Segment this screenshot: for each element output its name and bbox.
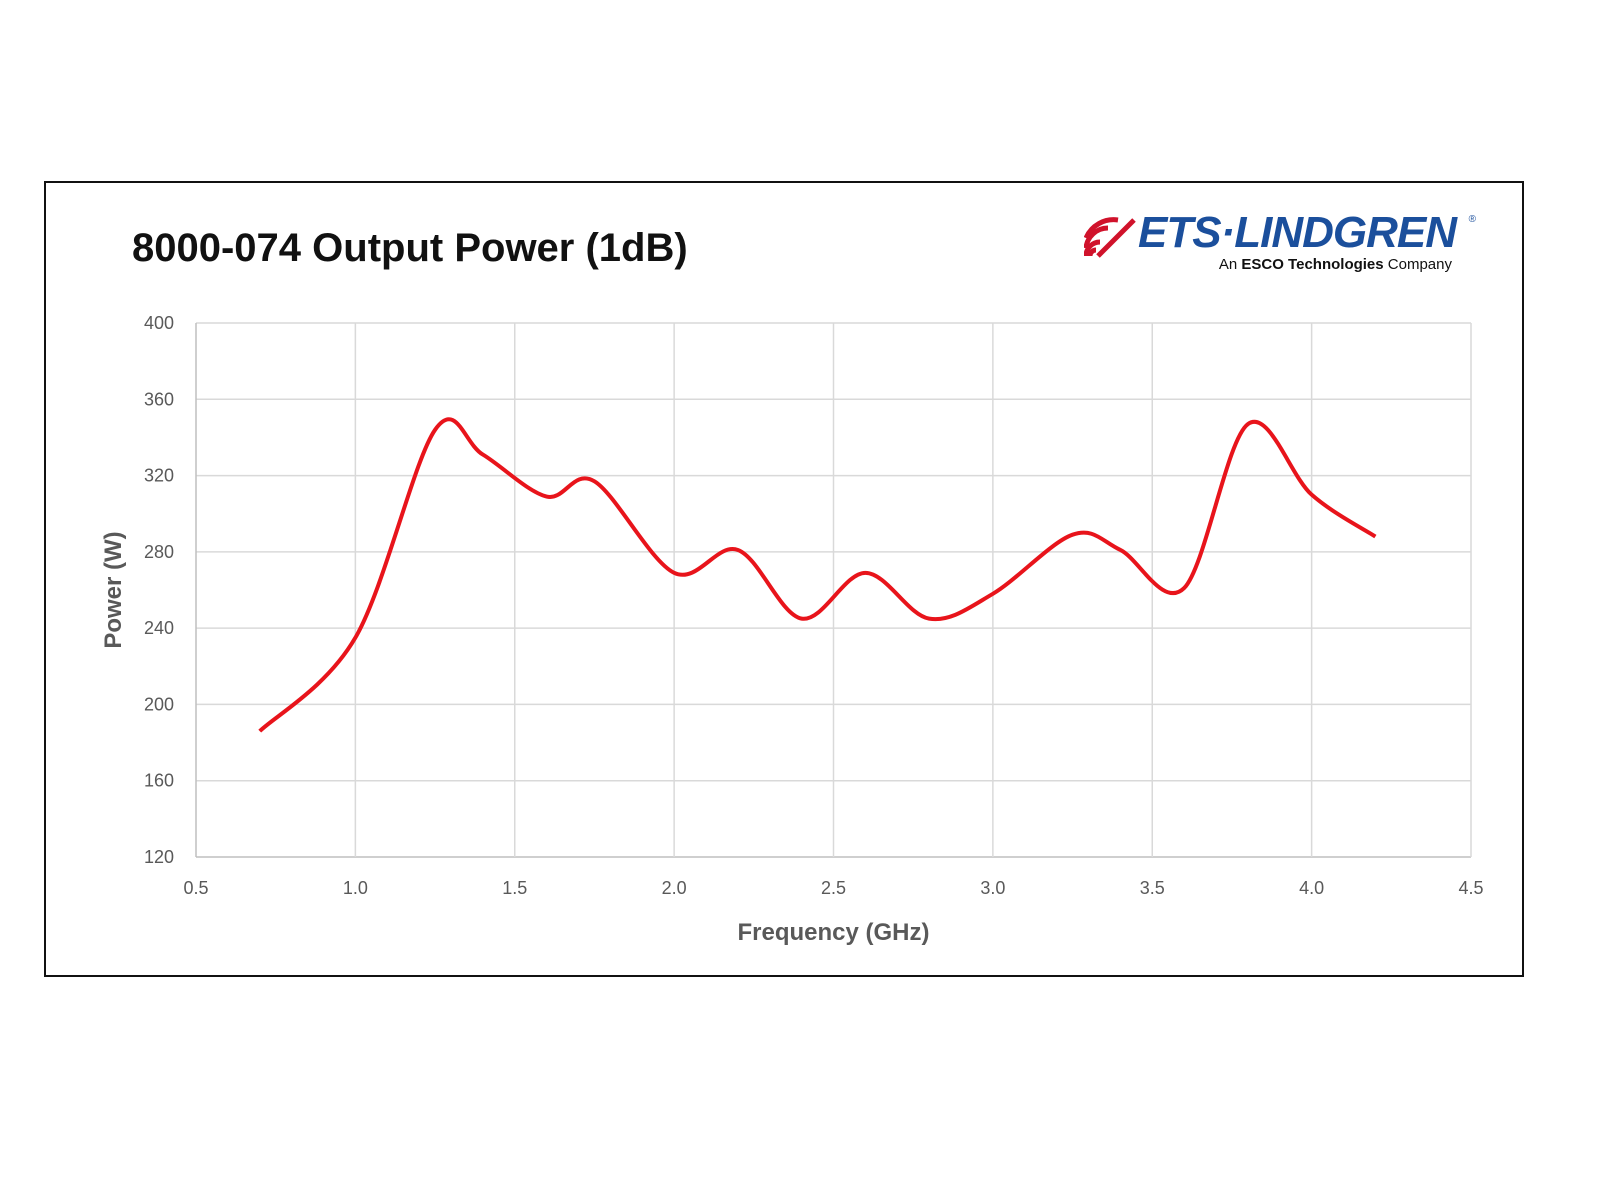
y-tick-label: 240 — [144, 618, 174, 638]
chart-frame — [44, 181, 1524, 977]
tick-labels: 120 160 200 240 280 320 360 400 0.5 1.0 1.5 2.0 2.5 3… — [144, 313, 1484, 898]
x-tick-label: 1.5 — [502, 878, 527, 898]
x-tick-label: 3.5 — [1140, 878, 1165, 898]
tagline-suffix: Company — [1387, 256, 1452, 273]
y-tick-label: 320 — [144, 466, 174, 486]
y-tick-label: 280 — [144, 542, 174, 562]
x-tick-label: 2.5 — [821, 878, 846, 898]
y-tick-label: 360 — [144, 389, 174, 409]
x-tick-label: 0.5 — [183, 878, 208, 898]
gridlines — [195, 322, 1472, 858]
y-tick-label: 200 — [144, 694, 174, 714]
logo-brand: ETS·LINDGREN — [1138, 208, 1457, 257]
registered-mark: ® — [1468, 214, 1476, 225]
y-tick-label: 400 — [144, 313, 174, 333]
x-axis-label: Frequency (GHz) — [737, 919, 929, 946]
x-tick-label: 2.0 — [662, 878, 687, 898]
chart-title: 8000-074 Output Power (1dB) — [132, 226, 688, 270]
x-tick-label: 3.0 — [980, 878, 1005, 898]
x-tick-label: 4.5 — [1458, 878, 1483, 898]
logo-tagline: An ESCO Technologies Company — [1219, 256, 1452, 273]
tagline-prefix: An — [1218, 256, 1238, 273]
series-line — [258, 417, 1377, 733]
x-tick-label: 1.0 — [343, 878, 368, 898]
y-tick-label: 160 — [144, 771, 174, 791]
tagline-bold: ESCO Technologies — [1241, 256, 1384, 273]
y-axis-label: Power (W) — [100, 531, 127, 648]
x-tick-label: 4.0 — [1299, 878, 1324, 898]
signal-waves-icon — [1084, 217, 1136, 258]
ets-lindgren-logo: ETS·LINDGREN ® An ESCO Technologies Comp… — [1084, 208, 1476, 278]
y-tick-label: 120 — [144, 847, 174, 867]
